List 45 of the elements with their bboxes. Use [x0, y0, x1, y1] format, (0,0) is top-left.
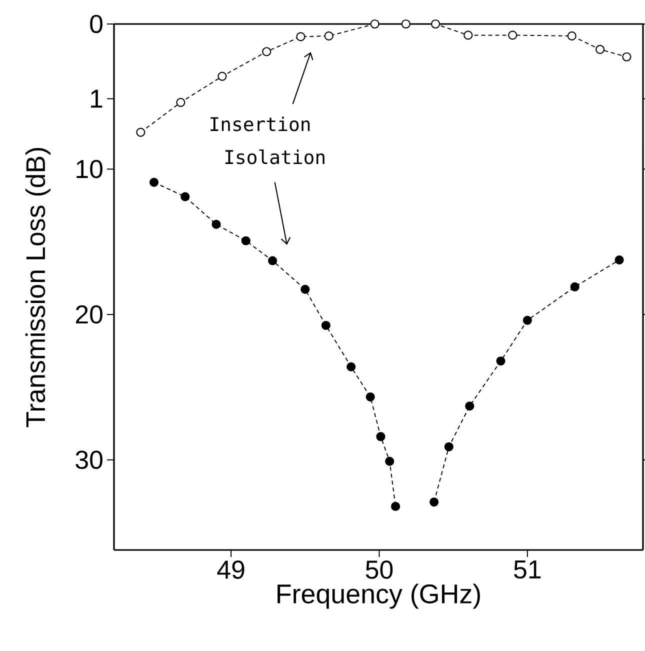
y-tick-label: 30: [76, 450, 102, 470]
point: [176, 98, 186, 107]
point: [431, 19, 440, 29]
point: [385, 456, 394, 466]
point: [376, 432, 386, 442]
point: [595, 44, 605, 54]
point: [300, 284, 310, 294]
x-tick-label: 50: [366, 560, 393, 579]
point: [390, 502, 400, 511]
x-axis-title: Frequency (GHz): [278, 584, 480, 609]
point: [241, 236, 250, 246]
point: [430, 497, 439, 507]
y-tick-label: 20: [76, 305, 102, 324]
point: [496, 356, 506, 366]
point: [321, 320, 330, 330]
point: [622, 52, 632, 62]
x-tick-label: 49: [217, 560, 244, 579]
point: [570, 282, 580, 292]
y-tick-label: 10: [76, 160, 102, 178]
point: [149, 178, 159, 187]
point: [464, 30, 473, 40]
point: [268, 256, 278, 266]
point: [324, 31, 334, 40]
y-axis-title: Transmission Loss (dB): [25, 148, 50, 428]
point: [401, 19, 410, 29]
annotation: Isolation: [225, 149, 324, 164]
y-tick-label: 1: [91, 90, 102, 108]
point: [567, 31, 576, 40]
point: [614, 255, 624, 264]
point: [212, 220, 221, 229]
annotation: Insertion: [210, 116, 310, 132]
point: [522, 316, 532, 325]
point: [218, 72, 227, 81]
point: [508, 30, 518, 40]
point: [136, 128, 146, 137]
point: [262, 47, 272, 56]
point: [346, 362, 356, 372]
point: [444, 442, 454, 452]
y-tick-label: 0: [90, 14, 102, 34]
point: [370, 19, 380, 29]
point: [465, 402, 474, 411]
point: [366, 392, 375, 402]
point: [180, 192, 190, 202]
point: [296, 32, 306, 42]
x-tick-label: 51: [514, 560, 541, 579]
